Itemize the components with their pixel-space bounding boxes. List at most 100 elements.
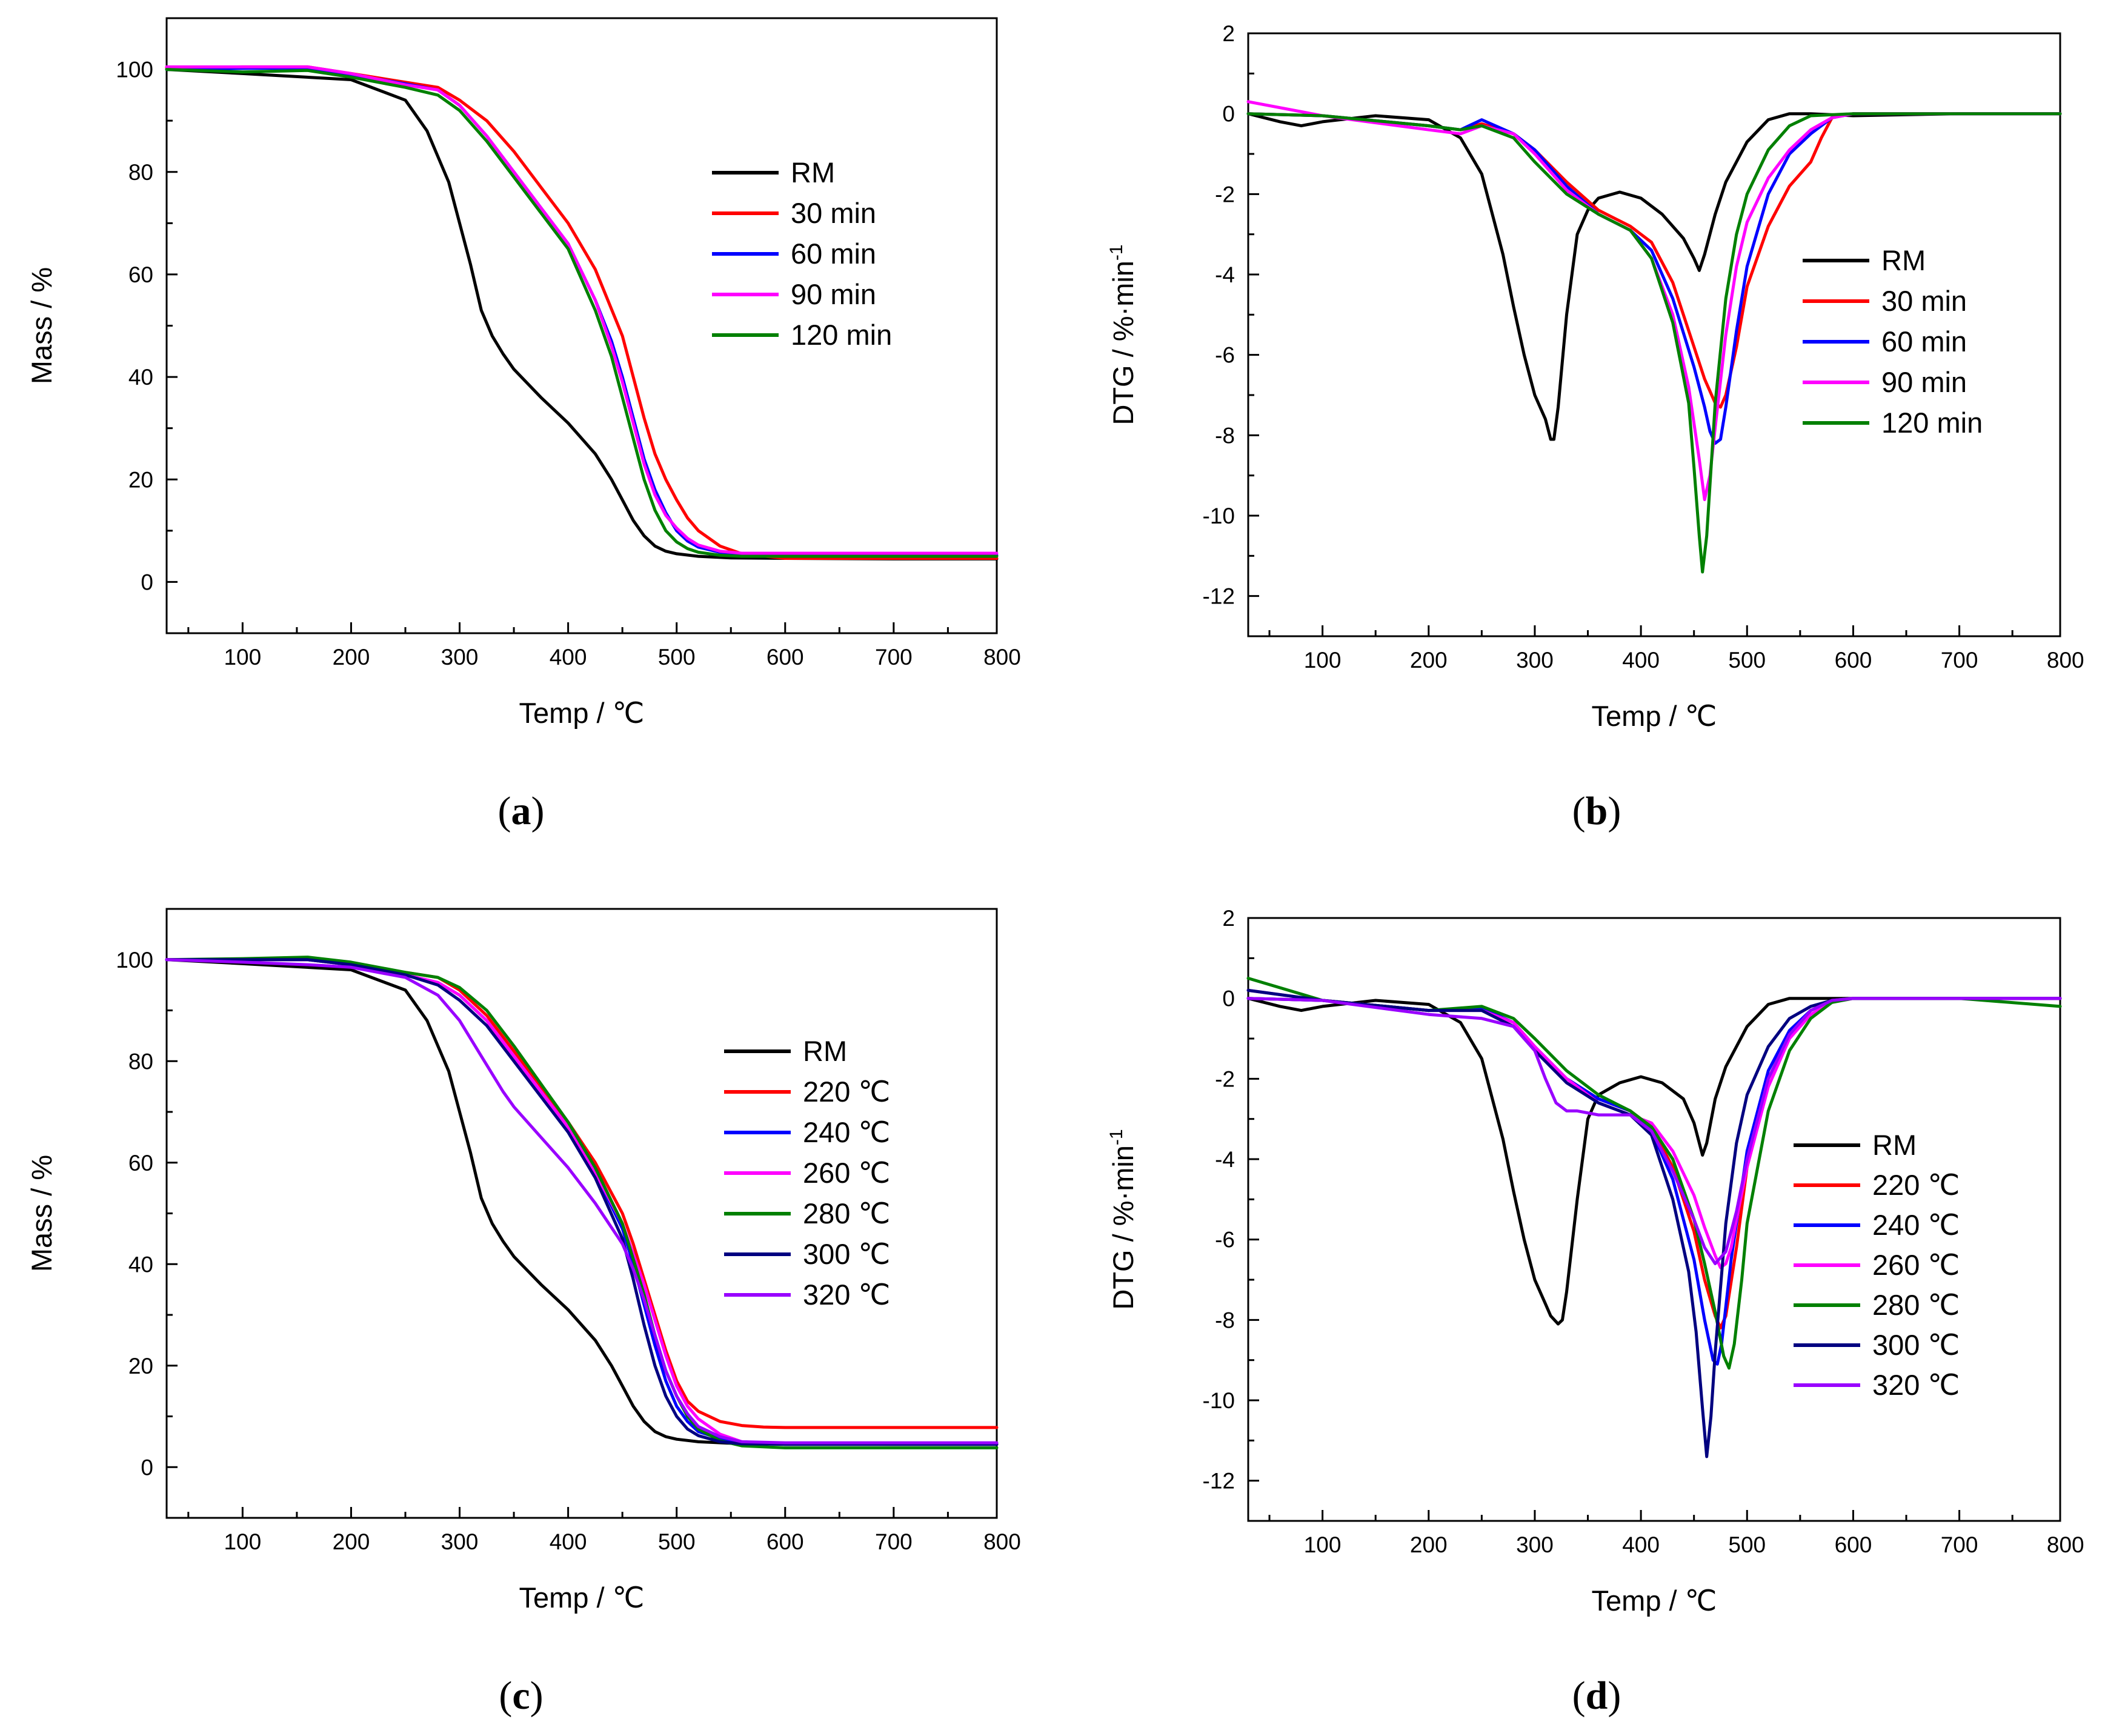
- x-tick-label: 400: [550, 645, 587, 670]
- panel-label-letter: b: [1586, 789, 1608, 833]
- y-axis-title-superscript: -1: [1106, 1129, 1126, 1145]
- x-tick-label: 300: [1516, 648, 1554, 673]
- legend-label: 280 ℃: [803, 1197, 890, 1229]
- y-tick-label: 100: [116, 948, 153, 973]
- panel-label-open-paren: (: [1572, 789, 1586, 833]
- x-tick-label: 200: [1410, 1532, 1448, 1557]
- y-tick-label: 20: [128, 1354, 153, 1378]
- legend-label: 30 min: [1881, 285, 1967, 317]
- x-axis-title: Temp / ℃: [1592, 1585, 1717, 1617]
- x-tick-label: 200: [333, 1529, 370, 1554]
- y-tick-label: 60: [128, 262, 153, 287]
- x-tick-label: 700: [875, 1529, 913, 1554]
- y-tick-label: 0: [1222, 986, 1235, 1011]
- y-tick-label: -8: [1215, 423, 1235, 448]
- x-tick-label: 300: [441, 645, 479, 670]
- y-tick-label: 40: [128, 365, 153, 390]
- series-line-30-min: [165, 65, 999, 560]
- x-tick-label: 800: [983, 645, 1021, 670]
- series-line-120-min: [165, 68, 999, 558]
- y-tick-label: 100: [116, 58, 153, 82]
- legend-label: RM: [1881, 244, 1926, 276]
- legend-label: 320 ℃: [1872, 1369, 1960, 1401]
- y-tick-label: -12: [1203, 584, 1235, 609]
- y-tick-label: -2: [1215, 1066, 1235, 1091]
- panel-label-letter: a: [511, 789, 531, 833]
- panel-label-close-paren: ): [531, 789, 545, 833]
- y-axis-title-text: DTG / %·min: [1107, 1145, 1139, 1310]
- legend-label: RM: [1872, 1129, 1917, 1161]
- y-tick-label: 40: [128, 1252, 153, 1277]
- panel-label-close-paren: ): [530, 1674, 544, 1718]
- x-axis-title: Temp / ℃: [519, 1581, 645, 1614]
- series-line-320: [165, 958, 999, 1445]
- legend-label: 240 ℃: [803, 1116, 890, 1148]
- y-tick-label: 2: [1222, 21, 1235, 46]
- x-tick-label: 100: [224, 1529, 261, 1554]
- y-axis-title: Mass / %: [25, 267, 58, 384]
- y-tick-label: 20: [128, 467, 153, 492]
- panel-label-open-paren: (: [498, 789, 511, 833]
- panel-label-close-paren: ): [1608, 1674, 1621, 1718]
- y-tick-label: -10: [1203, 1388, 1235, 1413]
- legend-label: 300 ℃: [803, 1238, 890, 1270]
- panel-label: (b): [1572, 789, 1621, 833]
- legend-label: 30 min: [791, 197, 876, 229]
- y-tick-label: 0: [141, 570, 153, 594]
- x-tick-label: 800: [983, 1529, 1021, 1554]
- legend-label: 60 min: [1881, 325, 1967, 358]
- x-tick-label: 200: [1410, 648, 1448, 673]
- x-tick-label: 800: [2047, 1532, 2084, 1557]
- x-tick-label: 400: [1622, 648, 1660, 673]
- y-axis-title-text: Mass / %: [25, 267, 58, 384]
- panel-a: 100 200 300 400 500 600 700 800 0 20 40 60 80 100 Temp…: [25, 17, 1021, 833]
- x-tick-label: 400: [1622, 1532, 1660, 1557]
- legend-label: 260 ℃: [803, 1157, 890, 1189]
- legend-label: 320 ℃: [803, 1279, 890, 1311]
- x-tick-label: 300: [441, 1529, 479, 1554]
- x-tick-label: 100: [224, 645, 261, 670]
- panel-label-open-paren: (: [1572, 1674, 1586, 1718]
- x-tick-label: 300: [1516, 1532, 1554, 1557]
- panel-label: (c): [499, 1674, 543, 1718]
- y-tick-label: -12: [1203, 1469, 1235, 1494]
- panel-label: (a): [498, 789, 545, 833]
- panel-c: 100 200 300 400 500 600 700 800 0 20 40 60 80 100 Temp…: [25, 908, 1021, 1718]
- plot-frame: [1247, 917, 2061, 1522]
- panel-label: (d): [1572, 1674, 1621, 1718]
- x-tick-label: 200: [333, 645, 370, 670]
- y-tick-label: 60: [128, 1151, 153, 1176]
- x-tick-label: 400: [550, 1529, 587, 1554]
- y-tick-label: -6: [1215, 343, 1235, 368]
- x-tick-label: 700: [1941, 648, 1978, 673]
- panel-b: 100 200 300 400 500 600 700 800 2 0 -2 -4 -6 -8 -10 -12…: [1106, 21, 2084, 833]
- y-tick-label: 0: [1222, 102, 1235, 127]
- y-tick-label: -2: [1215, 182, 1235, 207]
- series-line-280: [1246, 977, 2062, 1370]
- series-line-120-min: [1246, 112, 2062, 574]
- x-tick-label: 100: [1304, 1532, 1342, 1557]
- x-tick-label: 500: [1728, 1532, 1766, 1557]
- y-tick-label: 80: [128, 160, 153, 185]
- series-line-rm: [165, 68, 999, 560]
- y-axis-title: DTG / %·min-1: [1106, 244, 1139, 425]
- y-axis-title-text: DTG / %·min: [1107, 261, 1139, 425]
- series-line-rm: [1246, 997, 2062, 1326]
- x-tick-label: 500: [658, 1529, 696, 1554]
- legend-label: 90 min: [791, 278, 876, 310]
- series-line-320: [1246, 997, 2062, 1265]
- panel-label-open-paren: (: [499, 1674, 512, 1718]
- y-tick-label: -6: [1215, 1228, 1235, 1252]
- series-line-260: [1246, 988, 2062, 1269]
- legend-label: 90 min: [1881, 366, 1967, 398]
- legend-label: RM: [791, 156, 835, 188]
- x-tick-label: 500: [1728, 648, 1766, 673]
- x-tick-label: 600: [1835, 648, 1872, 673]
- x-axis-title: Temp / ℃: [519, 697, 645, 729]
- series-line-rm: [165, 958, 999, 1446]
- legend-label: 220 ℃: [803, 1076, 890, 1108]
- series-line-60-min: [1246, 112, 2062, 445]
- y-tick-label: -8: [1215, 1308, 1235, 1332]
